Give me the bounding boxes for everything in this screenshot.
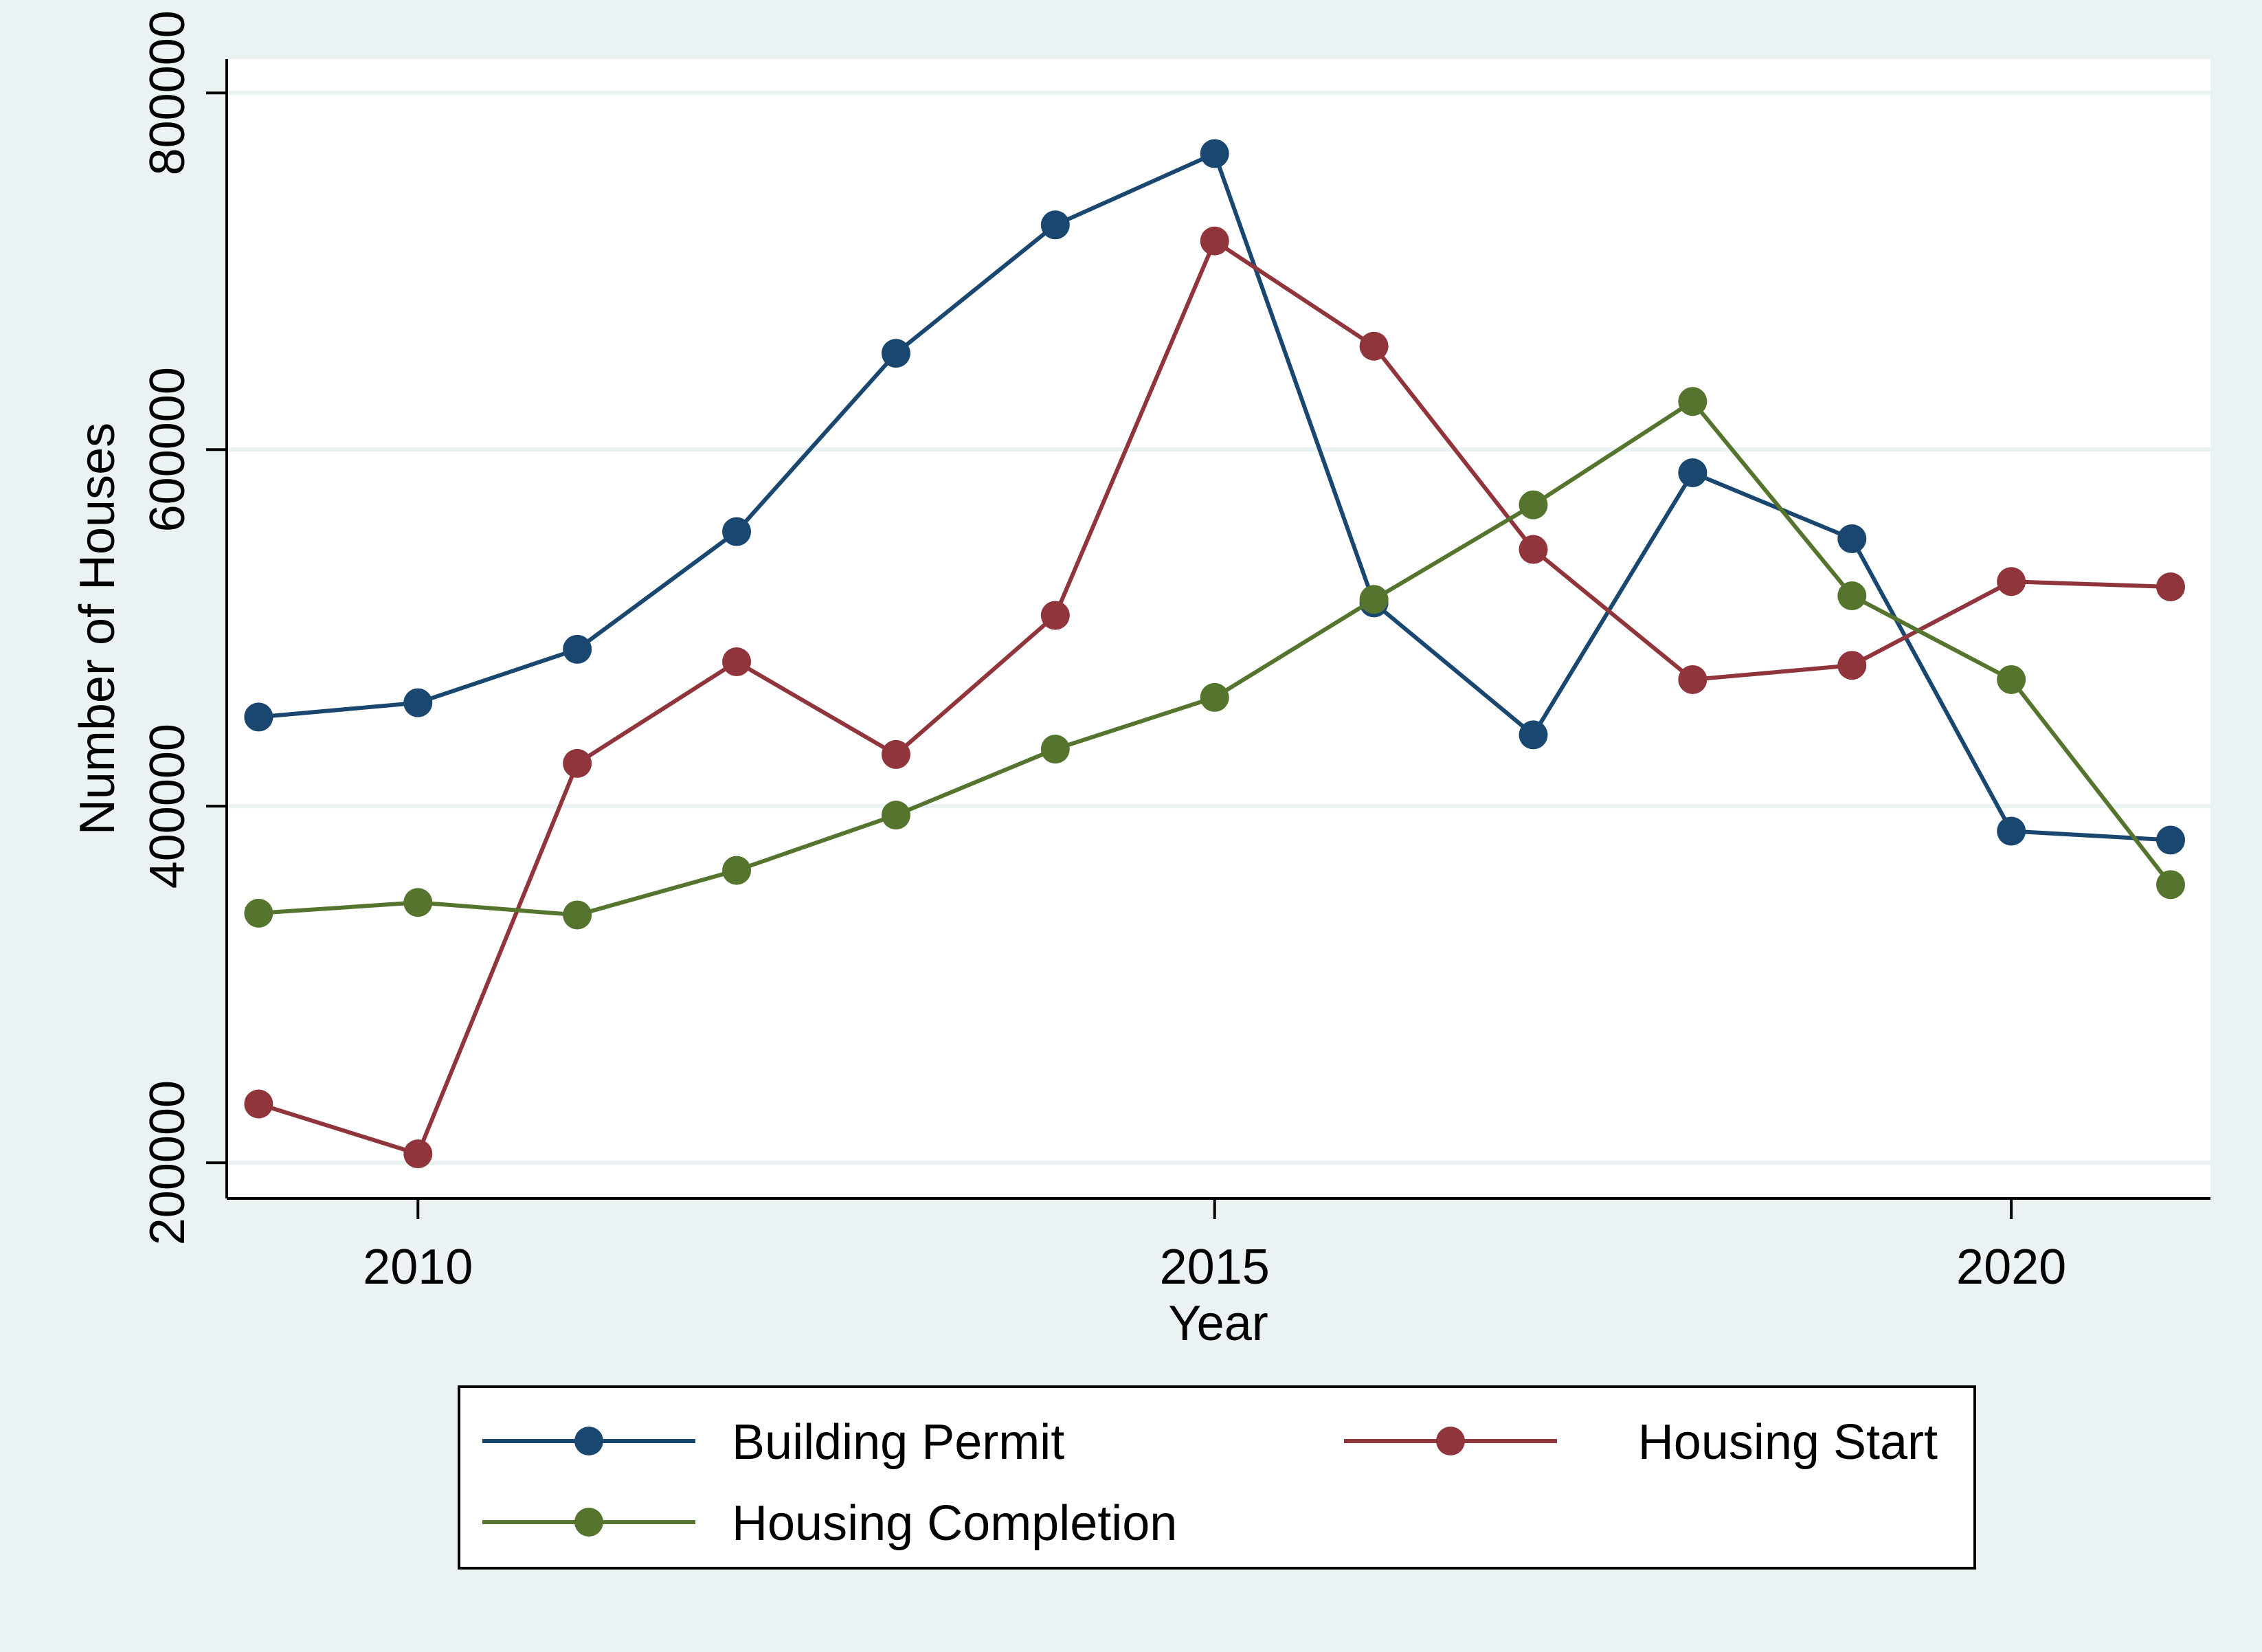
y-axis-ticks: 200000 400000 600000 800000 bbox=[140, 10, 227, 1245]
y-tick-label: 200000 bbox=[140, 1080, 195, 1245]
legend-box bbox=[458, 1385, 1976, 1570]
data-point-housing-completion bbox=[881, 801, 910, 830]
data-point-housing-completion bbox=[403, 888, 433, 917]
data-point-housing-start bbox=[1040, 601, 1070, 630]
data-point-housing-completion bbox=[1040, 735, 1070, 764]
legend-marker-building-permit bbox=[574, 1427, 603, 1455]
data-point-housing-start bbox=[403, 1139, 433, 1169]
x-axis-ticks: 2010 2015 2020 bbox=[363, 1198, 2066, 1295]
data-point-building-permit bbox=[1678, 458, 1707, 487]
data-point-building-permit bbox=[1997, 816, 2026, 846]
data-point-building-permit bbox=[1837, 524, 1867, 553]
data-point-housing-start bbox=[881, 739, 910, 769]
data-point-housing-start bbox=[1519, 535, 1548, 564]
data-point-housing-start bbox=[1678, 665, 1707, 694]
data-point-housing-completion bbox=[722, 856, 752, 885]
data-point-housing-start bbox=[2156, 572, 2186, 602]
data-point-building-permit bbox=[244, 702, 273, 732]
data-point-building-permit bbox=[403, 688, 433, 717]
legend-label-housing-start: Housing Start bbox=[1638, 1415, 1938, 1470]
y-tick-label: 800000 bbox=[140, 10, 195, 175]
legend-marker-housing-start bbox=[1436, 1427, 1465, 1455]
data-point-housing-completion bbox=[1678, 387, 1707, 416]
data-point-building-permit bbox=[881, 339, 910, 368]
y-tick-label: 400000 bbox=[140, 724, 195, 889]
data-point-housing-completion bbox=[2156, 870, 2186, 900]
data-point-housing-start bbox=[244, 1089, 273, 1119]
data-point-housing-completion bbox=[1359, 585, 1389, 614]
gridlines bbox=[227, 91, 2210, 1165]
data-point-building-permit bbox=[1519, 720, 1548, 750]
data-point-housing-start bbox=[722, 647, 752, 677]
data-point-building-permit bbox=[2156, 825, 2186, 855]
data-point-housing-completion bbox=[1997, 665, 2026, 694]
data-point-housing-completion bbox=[1837, 581, 1867, 610]
data-point-housing-start bbox=[1359, 331, 1389, 361]
legend-items: Building Permit Housing Start Housing Comp… bbox=[482, 1415, 1938, 1551]
data-point-housing-start bbox=[1200, 226, 1229, 256]
data-point-housing-start bbox=[563, 748, 592, 778]
series-layer bbox=[244, 139, 2186, 1169]
legend-marker-housing-completion bbox=[574, 1508, 603, 1537]
data-point-building-permit bbox=[722, 517, 752, 546]
data-point-building-permit bbox=[563, 634, 592, 664]
data-point-housing-start bbox=[1837, 651, 1867, 680]
data-point-housing-completion bbox=[244, 898, 273, 928]
data-point-housing-start bbox=[1997, 567, 2026, 596]
x-tick-label: 2010 bbox=[363, 1240, 473, 1295]
y-axis-title: Number of Houses bbox=[70, 423, 125, 835]
legend-label-building-permit: Building Permit bbox=[732, 1415, 1064, 1470]
x-axis-title: Year bbox=[1168, 1296, 1268, 1351]
x-tick-label: 2015 bbox=[1160, 1240, 1270, 1295]
data-point-building-permit bbox=[1200, 139, 1229, 168]
data-point-building-permit bbox=[1040, 210, 1070, 240]
legend: Building Permit Housing Start Housing Comp… bbox=[458, 1385, 1976, 1570]
data-point-housing-completion bbox=[1200, 682, 1229, 712]
x-tick-label: 2020 bbox=[1956, 1240, 2066, 1295]
y-tick-label: 600000 bbox=[140, 367, 195, 532]
data-point-housing-completion bbox=[1519, 490, 1548, 520]
legend-label-housing-completion: Housing Completion bbox=[732, 1496, 1177, 1551]
data-point-housing-completion bbox=[563, 900, 592, 930]
